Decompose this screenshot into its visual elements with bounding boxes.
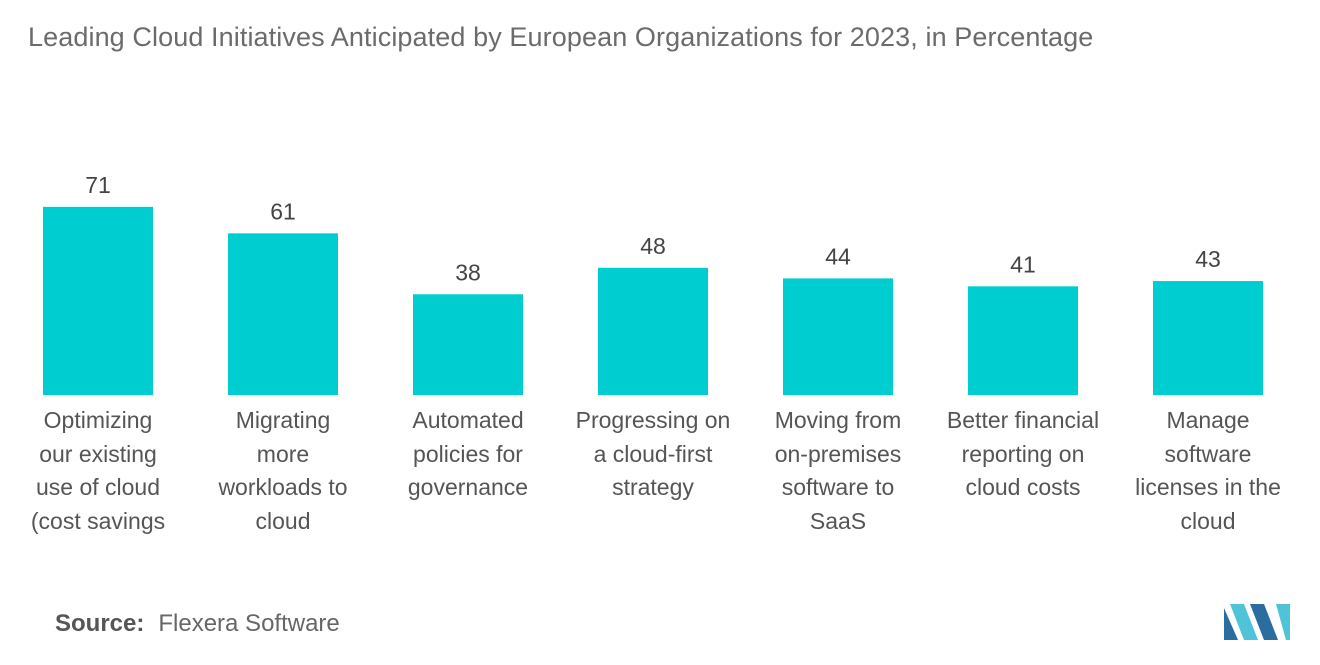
category-label-line: a cloud-first <box>593 440 713 467</box>
category-label-line: cloud <box>1180 507 1236 534</box>
chart-title: Leading Cloud Initiatives Anticipated by… <box>28 22 1094 52</box>
data-label-5: 44 <box>825 243 851 269</box>
category-label-7: Manage software licenses in the cloud <box>1118 404 1298 538</box>
source-note: Source: Flexera Software <box>55 610 340 638</box>
category-label-line: Progressing on <box>575 407 731 433</box>
category-label-line: software <box>1164 440 1252 467</box>
bar-4 <box>598 267 708 395</box>
category-label-line: Better financial <box>946 407 1100 433</box>
category-label-line: use of cloud <box>35 474 161 500</box>
category-label-line: governance <box>407 474 529 500</box>
category-label-line: Optimizing <box>43 407 153 433</box>
category-label-line: workloads to <box>218 474 348 500</box>
data-label-3: 38 <box>455 259 481 285</box>
category-label-2: Migrating more workloads to cloud <box>193 404 373 538</box>
category-label-line: policies for <box>413 440 523 467</box>
data-label-1: 71 <box>85 172 111 198</box>
bar-chart: 71 61 38 48 44 41 43 <box>43 172 1263 395</box>
data-label-6: 41 <box>1010 251 1036 277</box>
category-label-6: Better financial reporting on cloud costs <box>933 404 1113 505</box>
category-label-line: software to <box>781 474 895 500</box>
data-label-7: 43 <box>1195 246 1221 272</box>
data-label-4: 48 <box>640 233 666 259</box>
category-label-line: cloud <box>255 507 311 534</box>
mordor-intelligence-logo-icon <box>1224 604 1290 640</box>
category-label-line: cloud costs <box>965 474 1081 500</box>
category-label-line: (cost savings <box>30 507 166 534</box>
category-label-line: Automated <box>412 407 524 433</box>
bar-2 <box>228 233 338 395</box>
bar-6 <box>968 286 1078 395</box>
category-label-line: Moving from <box>774 407 902 433</box>
bar-1 <box>43 206 153 395</box>
category-label-line: Migrating <box>235 407 331 433</box>
bar-3 <box>413 294 523 395</box>
category-label-1: Optimizing our existing use of cloud (cost … <box>8 404 188 538</box>
category-label-line: licenses in the <box>1135 474 1281 500</box>
category-label-line: reporting on <box>961 440 1085 467</box>
category-label-5: Moving from on-premises software to SaaS <box>748 404 928 538</box>
category-label-3: Automated policies for governance <box>378 404 558 505</box>
category-label-line: Manage <box>1166 407 1250 433</box>
category-label-line: SaaS <box>809 507 867 534</box>
category-label-line: our existing <box>39 440 157 467</box>
data-label-2: 61 <box>270 198 296 224</box>
bar-7 <box>1153 281 1263 395</box>
source-label: Source: <box>55 610 145 637</box>
source-value: Flexera Software <box>158 610 340 637</box>
category-label-line: more <box>256 440 310 467</box>
category-label-4: Progressing on a cloud-first strategy <box>563 404 743 505</box>
category-label-line: on-premises <box>774 440 902 467</box>
bar-5 <box>783 278 893 395</box>
category-label-line: strategy <box>612 474 694 500</box>
